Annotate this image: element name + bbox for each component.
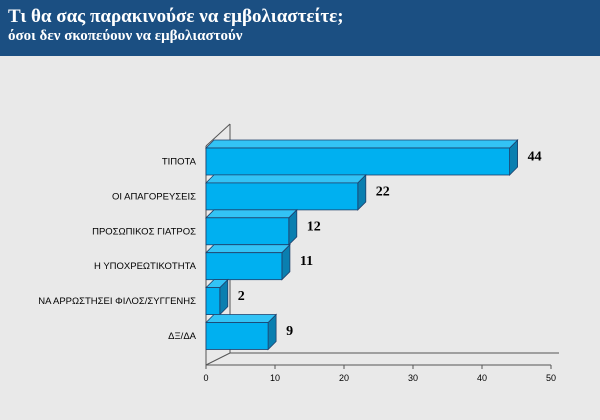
bar-top bbox=[205, 209, 298, 219]
data-label: 22 bbox=[376, 184, 390, 199]
x-tick-label: 10 bbox=[270, 373, 280, 383]
category-label: ΔΞ/ΔΑ bbox=[168, 331, 197, 342]
x-tick-label: 50 bbox=[546, 373, 556, 383]
data-label: 2 bbox=[238, 289, 245, 304]
x-tick-label: 40 bbox=[477, 373, 487, 383]
category-label: ΤΙΠΟΤΑ bbox=[162, 157, 197, 168]
axis-depth-line-bottom bbox=[205, 352, 231, 366]
bar bbox=[205, 147, 511, 176]
chart-subtitle: όσοι δεν σκοπεύουν να εμβολιαστούν bbox=[8, 28, 243, 44]
x-tick-label: 30 bbox=[408, 373, 418, 383]
data-label: 12 bbox=[307, 219, 321, 234]
data-label: 11 bbox=[300, 254, 313, 269]
category-label: ΟΙ ΑΠΑΓΟΡΕΥΣΕΙΣ bbox=[112, 191, 196, 202]
bar bbox=[205, 252, 283, 281]
bar-chart: 0 10 20 30 40 50 ΤΙΠΟΤΑ 44 ΟΙ ΑΠΑΓΟΡΕΥΣΕΙΣ 22 ΠΡΟΣ… bbox=[38, 123, 559, 383]
header-bar: Τι θα σας παρακινούσε να εμβολιαστείτε; … bbox=[0, 0, 600, 56]
data-label: 9 bbox=[286, 324, 293, 339]
bar-top bbox=[205, 314, 278, 323]
bar bbox=[205, 322, 269, 350]
bar bbox=[205, 217, 290, 246]
bar-top bbox=[205, 139, 519, 149]
data-label: 44 bbox=[528, 150, 542, 165]
bar-top bbox=[205, 244, 291, 254]
category-label: Η ΥΠΟΧΡΕΩΤΙΚΟΤΗΤΑ bbox=[94, 261, 197, 272]
bar-top bbox=[205, 174, 367, 184]
category-label: ΠΡΟΣΩΠΙΚΟΣ ΓΙΑΤΡΟΣ bbox=[92, 226, 196, 237]
axis-depth-line-top bbox=[205, 123, 231, 147]
chart-title: Τι θα σας παρακινούσε να εμβολιαστείτε; bbox=[8, 6, 344, 27]
bar bbox=[205, 182, 359, 211]
bar bbox=[205, 287, 221, 316]
category-label: ΝΑ ΑΡΡΩΣΤΗΣΕΙ ΦΙΛΟΣ/ΣΥΓΓΕΝΗΣ bbox=[38, 296, 196, 307]
x-tick-label: 20 bbox=[339, 373, 349, 383]
x-tick-label: 0 bbox=[203, 373, 208, 383]
